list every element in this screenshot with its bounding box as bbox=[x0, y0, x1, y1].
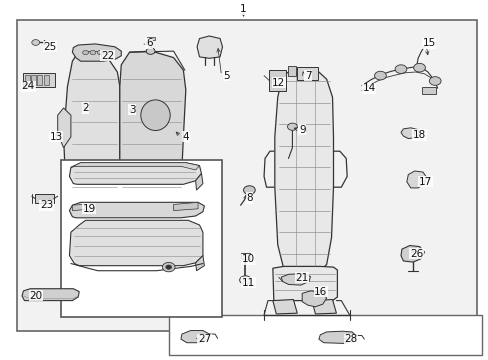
Circle shape bbox=[243, 186, 255, 194]
Text: 14: 14 bbox=[362, 83, 375, 93]
Polygon shape bbox=[400, 128, 419, 139]
Circle shape bbox=[374, 71, 386, 80]
Text: 6: 6 bbox=[145, 38, 152, 48]
Bar bbox=[23, 73, 55, 87]
Polygon shape bbox=[181, 330, 209, 343]
Circle shape bbox=[413, 63, 425, 72]
Polygon shape bbox=[302, 291, 326, 307]
Polygon shape bbox=[69, 220, 203, 266]
Bar bbox=[44, 75, 49, 85]
Bar bbox=[37, 75, 42, 85]
Circle shape bbox=[82, 50, 88, 55]
Circle shape bbox=[32, 40, 40, 45]
Text: 25: 25 bbox=[43, 42, 57, 52]
Circle shape bbox=[162, 262, 175, 272]
Bar bbox=[268, 70, 285, 91]
Text: 9: 9 bbox=[298, 125, 305, 135]
Circle shape bbox=[287, 123, 297, 130]
Polygon shape bbox=[72, 203, 95, 211]
Bar bbox=[147, 37, 154, 40]
Bar bbox=[168, 315, 481, 355]
Bar bbox=[17, 20, 476, 331]
Text: 7: 7 bbox=[304, 71, 311, 81]
Text: 27: 27 bbox=[197, 334, 211, 344]
Text: 17: 17 bbox=[418, 177, 431, 187]
Polygon shape bbox=[58, 108, 71, 148]
Text: 1: 1 bbox=[240, 4, 246, 14]
Text: 12: 12 bbox=[271, 78, 285, 88]
Circle shape bbox=[165, 265, 171, 269]
Bar bbox=[287, 66, 296, 76]
Circle shape bbox=[146, 48, 155, 54]
Text: 21: 21 bbox=[295, 273, 308, 283]
Bar bbox=[31, 75, 36, 85]
Text: 15: 15 bbox=[422, 38, 435, 48]
Polygon shape bbox=[318, 331, 355, 343]
Polygon shape bbox=[22, 289, 79, 301]
Circle shape bbox=[394, 65, 406, 73]
Text: 18: 18 bbox=[412, 130, 426, 140]
Polygon shape bbox=[272, 300, 297, 314]
Text: 26: 26 bbox=[409, 249, 423, 259]
Text: 16: 16 bbox=[313, 287, 327, 297]
Polygon shape bbox=[72, 44, 121, 61]
Bar bbox=[25, 75, 30, 85]
Bar bbox=[297, 67, 317, 80]
Text: 19: 19 bbox=[82, 204, 96, 214]
Text: 8: 8 bbox=[245, 193, 252, 203]
Polygon shape bbox=[69, 163, 201, 184]
Circle shape bbox=[104, 50, 110, 55]
Polygon shape bbox=[400, 246, 424, 262]
Bar bbox=[35, 194, 54, 203]
Bar bbox=[421, 87, 435, 94]
Text: 24: 24 bbox=[21, 81, 35, 91]
Polygon shape bbox=[63, 50, 120, 211]
Polygon shape bbox=[272, 266, 337, 301]
Text: 5: 5 bbox=[223, 71, 229, 81]
Text: 13: 13 bbox=[49, 132, 63, 142]
Circle shape bbox=[90, 50, 96, 55]
Text: 20: 20 bbox=[29, 291, 42, 301]
Polygon shape bbox=[311, 300, 336, 314]
Text: 2: 2 bbox=[82, 103, 89, 113]
Circle shape bbox=[239, 276, 251, 284]
Text: 22: 22 bbox=[101, 51, 114, 61]
Polygon shape bbox=[173, 202, 198, 211]
Polygon shape bbox=[281, 274, 310, 285]
Text: 23: 23 bbox=[40, 200, 53, 210]
Ellipse shape bbox=[141, 100, 170, 130]
Circle shape bbox=[428, 77, 440, 85]
Polygon shape bbox=[69, 202, 204, 218]
Polygon shape bbox=[120, 51, 185, 211]
Polygon shape bbox=[71, 163, 199, 170]
Text: 4: 4 bbox=[182, 132, 189, 142]
Text: 3: 3 bbox=[128, 105, 135, 115]
Polygon shape bbox=[195, 174, 203, 190]
Polygon shape bbox=[406, 171, 426, 188]
Polygon shape bbox=[195, 256, 204, 271]
Polygon shape bbox=[274, 69, 333, 270]
Bar bbox=[240, 253, 250, 259]
Text: 28: 28 bbox=[344, 334, 357, 344]
Text: 10: 10 bbox=[242, 254, 254, 264]
Bar bbox=[61, 160, 222, 317]
Circle shape bbox=[97, 50, 103, 55]
Text: 11: 11 bbox=[241, 278, 255, 288]
Polygon shape bbox=[197, 36, 222, 58]
